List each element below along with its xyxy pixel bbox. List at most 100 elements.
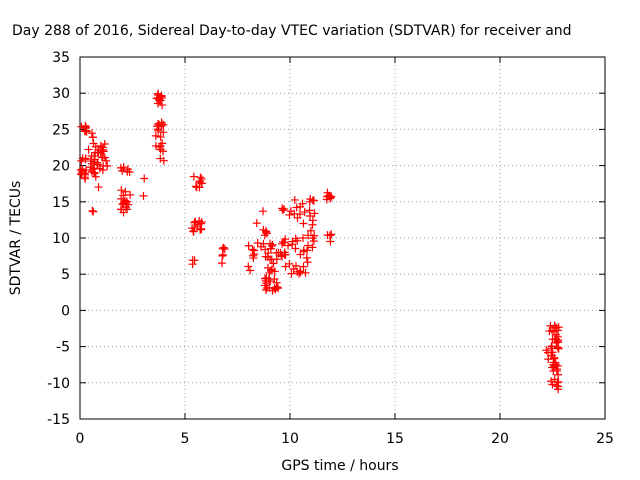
data-point [78, 165, 87, 174]
data-point [280, 205, 289, 214]
data-point [100, 139, 109, 148]
data-point [303, 258, 312, 267]
data-point [90, 168, 99, 177]
data-point [296, 250, 305, 259]
data-point [554, 382, 563, 391]
y-tick-label: -5 [56, 340, 70, 356]
y-tick-label: 15 [52, 195, 70, 211]
data-point [293, 236, 302, 245]
data-point [94, 183, 103, 192]
data-point [262, 228, 271, 237]
data-point [122, 198, 131, 207]
y-tick-label: 35 [52, 50, 70, 66]
data-point [93, 158, 102, 167]
data-point [308, 243, 317, 252]
data-point [81, 170, 90, 179]
data-point [252, 219, 261, 228]
data-point [261, 276, 270, 285]
data-point [99, 147, 108, 156]
data-point [264, 249, 273, 258]
data-point [327, 230, 336, 239]
data-point [157, 120, 166, 129]
data-point [196, 173, 205, 182]
data-point [550, 335, 559, 344]
data-point [117, 186, 126, 195]
data-point [244, 262, 253, 271]
data-point [140, 174, 149, 183]
y-axis-label: SDTVAR / TECUs [8, 181, 24, 296]
data-point [124, 200, 133, 209]
data-point [545, 327, 554, 336]
data-point [278, 239, 287, 248]
data-point [126, 190, 135, 199]
data-point [189, 227, 198, 236]
data-point [267, 265, 276, 274]
data-point [90, 169, 99, 178]
scatter-points [76, 89, 563, 394]
data-point [324, 191, 333, 200]
chart-title: Day 288 of 2016, Sidereal Day-to-day VTE… [12, 23, 572, 39]
data-point [253, 238, 262, 247]
data-point [98, 143, 107, 152]
data-point [547, 377, 556, 386]
data-point [552, 330, 561, 339]
data-point [191, 182, 200, 191]
data-point [151, 131, 160, 140]
data-point [139, 191, 148, 200]
data-point [156, 96, 165, 105]
data-point [302, 253, 311, 262]
data-point [290, 209, 299, 218]
data-point [93, 160, 102, 169]
data-point [259, 207, 268, 216]
data-point [299, 219, 308, 228]
data-point [87, 129, 96, 138]
y-tick-label: -15 [47, 412, 70, 428]
data-point [99, 162, 108, 171]
data-point [285, 259, 294, 268]
data-point [156, 133, 165, 142]
data-point [257, 242, 266, 251]
data-point [304, 241, 313, 250]
data-point [88, 206, 97, 215]
data-point [155, 95, 164, 104]
x-tick-label: 0 [76, 431, 85, 447]
y-axis: -15 -10 -5 0 5 10 15 20 25 30 35 [47, 50, 605, 428]
data-point [291, 244, 300, 253]
data-point [268, 286, 277, 295]
data-point [310, 209, 319, 218]
data-point [159, 156, 168, 165]
data-point [82, 166, 91, 175]
data-point [542, 346, 551, 355]
data-point [189, 172, 198, 181]
data-point [119, 163, 128, 172]
data-point [296, 268, 305, 277]
y-tick-label: -10 [47, 376, 70, 392]
data-point [308, 220, 317, 229]
data-point [267, 255, 276, 264]
data-point [192, 183, 201, 192]
y-tick-label: 0 [61, 303, 70, 319]
data-point [262, 229, 271, 238]
data-point [93, 148, 102, 157]
data-point [290, 195, 299, 204]
data-point [306, 226, 315, 235]
y-tick-label: 25 [52, 122, 70, 138]
data-point [278, 206, 287, 215]
data-point [309, 237, 318, 246]
data-point [303, 246, 312, 255]
data-point [287, 269, 296, 278]
data-point [548, 380, 557, 389]
x-tick-label: 5 [181, 431, 190, 447]
data-point [119, 191, 128, 200]
data-point [274, 284, 283, 293]
data-point [87, 159, 96, 168]
data-point [267, 266, 276, 275]
data-point [159, 147, 168, 156]
data-point [260, 281, 269, 290]
y-tick-label: 20 [52, 159, 70, 175]
data-point [305, 206, 314, 215]
y-tick-label: 10 [52, 231, 70, 247]
x-tick-label: 10 [281, 431, 299, 447]
data-point [300, 208, 309, 217]
data-point [552, 362, 561, 371]
